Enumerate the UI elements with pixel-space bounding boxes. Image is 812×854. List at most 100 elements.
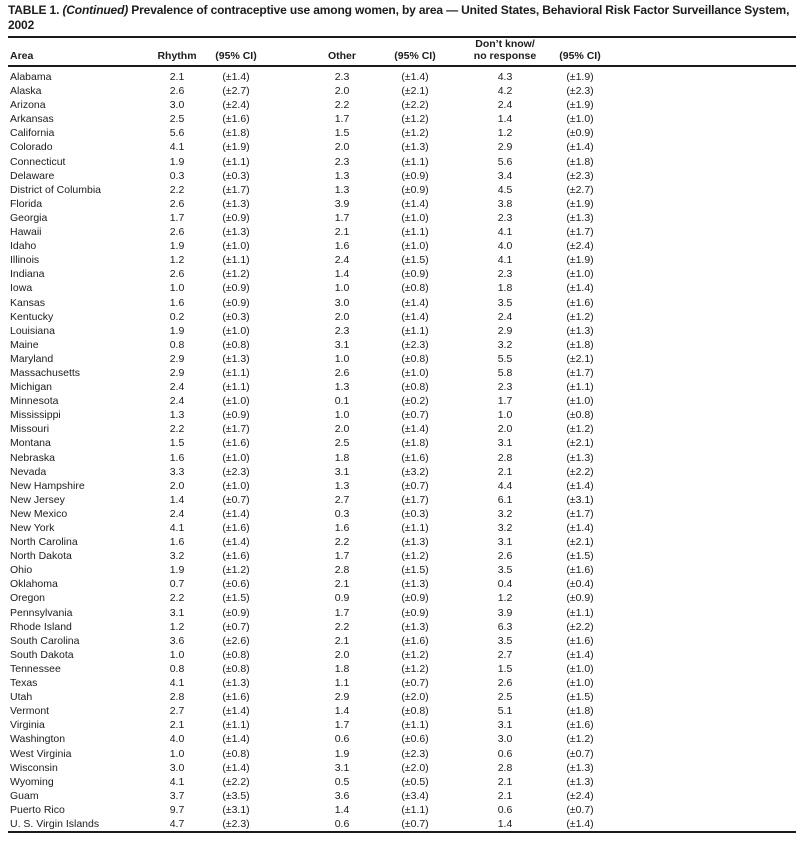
dont-know-value-cell: 3.1: [497, 719, 513, 732]
rhythm-ci-cell: (±2.6): [222, 634, 250, 647]
column-header-other: Other: [327, 50, 356, 62]
other-ci-cell: (±0.8): [401, 381, 429, 394]
rhythm-ci-cell: (±1.9): [222, 141, 250, 154]
other-ci-cell: (±1.7): [401, 493, 429, 506]
dont-know-ci-cell: (±1.2): [566, 310, 594, 323]
area-cell: Ohio: [10, 564, 33, 577]
other-value-cell: 1.6: [334, 522, 350, 534]
dont-know-ci-cell: (±2.1): [566, 536, 594, 549]
table-row: New Hampshire 2.0 (±1.0) 1.3 (±0.7) 4.4 …: [0, 479, 812, 493]
rhythm-ci-cell: (±1.4): [222, 733, 250, 746]
other-value-cell: 1.0: [334, 352, 350, 365]
dont-know-ci-cell: (±1.3): [566, 775, 594, 788]
other-value-cell: 1.7: [334, 550, 350, 563]
rhythm-ci-cell: (±0.7): [222, 620, 250, 633]
rhythm-ci-cell: (±2.2): [222, 775, 250, 788]
dont-know-ci-cell: (±1.0): [566, 677, 594, 690]
rhythm-value-cell: 2.4: [169, 395, 185, 408]
other-value-cell: 0.3: [334, 507, 350, 520]
dont-know-ci-cell: (±1.3): [566, 211, 594, 224]
area-cell: New York: [10, 522, 55, 534]
rhythm-ci-cell: (±1.4): [222, 536, 250, 549]
dont-know-ci-cell: (±1.0): [566, 268, 594, 281]
rhythm-value-cell: 4.1: [169, 522, 185, 534]
other-ci-cell: (±0.3): [401, 507, 429, 520]
rhythm-ci-cell: (±1.3): [222, 197, 250, 210]
table-row: District of Columbia 2.2 (±1.7) 1.3 (±0.…: [0, 183, 812, 197]
other-value-cell: 0.6: [334, 817, 350, 830]
other-ci-cell: (±1.5): [401, 254, 429, 267]
dont-know-value-cell: 5.5: [497, 352, 513, 365]
rhythm-value-cell: 0.8: [169, 662, 185, 675]
rhythm-value-cell: 1.9: [169, 155, 185, 168]
other-value-cell: 0.9: [334, 592, 350, 605]
other-ci-cell: (±1.2): [401, 127, 429, 140]
table-row: Oregon 2.2 (±1.5) 0.9 (±0.9) 1.2 (±0.9): [0, 591, 812, 605]
table-row: California 5.6 (±1.8) 1.5 (±1.2) 1.2 (±0…: [0, 126, 812, 140]
dont-know-ci-cell: (±1.5): [566, 550, 594, 563]
table-row: Montana 1.5 (±1.6) 2.5 (±1.8) 3.1 (±2.1): [0, 436, 812, 450]
dont-know-value-cell: 1.4: [497, 113, 513, 126]
other-value-cell: 2.4: [334, 254, 350, 267]
area-cell: Virginia: [10, 719, 45, 732]
dont-know-value-cell: 1.2: [497, 592, 513, 605]
dont-know-value-cell: 2.8: [497, 761, 513, 774]
table-row: Michigan 2.4 (±1.1) 1.3 (±0.8) 2.3 (±1.1…: [0, 380, 812, 394]
dont-know-ci-cell: (±1.7): [566, 507, 594, 520]
dont-know-ci-cell: (±1.4): [566, 479, 594, 492]
table-row: Kentucky 0.2 (±0.3) 2.0 (±1.4) 2.4 (±1.2…: [0, 310, 812, 324]
other-value-cell: 2.3: [334, 71, 350, 83]
other-ci-cell: (±0.7): [401, 409, 429, 422]
area-cell: Tennessee: [10, 662, 61, 675]
rhythm-ci-cell: (±1.6): [222, 550, 250, 563]
dont-know-value-cell: 4.4: [497, 479, 513, 492]
rhythm-ci-cell: (±3.5): [222, 789, 250, 802]
other-ci-cell: (±0.8): [401, 352, 429, 365]
dont-know-value-cell: 4.1: [497, 226, 513, 239]
dont-know-value-cell: 5.8: [497, 366, 513, 379]
rhythm-value-cell: 3.6: [169, 634, 185, 647]
rhythm-ci-cell: (±1.1): [222, 719, 250, 732]
other-value-cell: 2.0: [334, 141, 350, 154]
other-value-cell: 3.1: [334, 465, 350, 478]
column-header-ci-dont-know: (95% CI): [559, 50, 601, 62]
dont-know-value-cell: 1.5: [497, 662, 513, 675]
area-cell: Maine: [10, 338, 39, 351]
other-value-cell: 1.3: [334, 169, 350, 182]
other-value-cell: 1.0: [334, 409, 350, 422]
other-ci-cell: (±0.9): [401, 169, 429, 182]
other-value-cell: 1.7: [334, 719, 350, 732]
dont-know-ci-cell: (±1.5): [566, 691, 594, 704]
dont-know-value-cell: 6.3: [497, 620, 513, 633]
area-cell: Vermont: [10, 705, 50, 718]
dont-know-ci-cell: (±1.9): [566, 71, 594, 83]
other-ci-cell: (±1.4): [401, 197, 429, 210]
rhythm-ci-cell: (±1.8): [222, 127, 250, 140]
rhythm-ci-cell: (±1.0): [222, 451, 250, 464]
table-row: Massachusetts 2.9 (±1.1) 2.6 (±1.0) 5.8 …: [0, 366, 812, 380]
other-ci-cell: (±0.9): [401, 183, 429, 196]
rhythm-value-cell: 2.9: [169, 366, 185, 379]
area-cell: New Jersey: [10, 493, 65, 506]
other-ci-cell: (±1.8): [401, 437, 429, 450]
dont-know-ci-cell: (±1.9): [566, 99, 594, 112]
area-cell: Maryland: [10, 352, 54, 365]
rhythm-value-cell: 2.6: [169, 85, 185, 98]
dont-know-ci-cell: (±1.2): [566, 733, 594, 746]
other-ci-cell: (±1.2): [401, 113, 429, 126]
other-ci-cell: (±1.5): [401, 564, 429, 577]
dont-know-ci-cell: (±1.8): [566, 155, 594, 168]
other-ci-cell: (±0.7): [401, 479, 429, 492]
other-value-cell: 2.1: [334, 634, 350, 647]
other-ci-cell: (±1.3): [401, 536, 429, 549]
rhythm-value-cell: 3.7: [169, 789, 185, 802]
rhythm-value-cell: 4.1: [169, 775, 185, 788]
table-row: Iowa 1.0 (±0.9) 1.0 (±0.8) 1.8 (±1.4): [0, 281, 812, 295]
other-ci-cell: (±0.8): [401, 282, 429, 295]
other-value-cell: 3.9: [334, 197, 350, 210]
dont-know-ci-cell: (±1.3): [566, 451, 594, 464]
rhythm-value-cell: 0.8: [169, 338, 185, 351]
dont-know-value-cell: 2.4: [497, 99, 513, 112]
other-ci-cell: (±0.9): [401, 606, 429, 619]
area-cell: Pennsylvania: [10, 606, 73, 619]
